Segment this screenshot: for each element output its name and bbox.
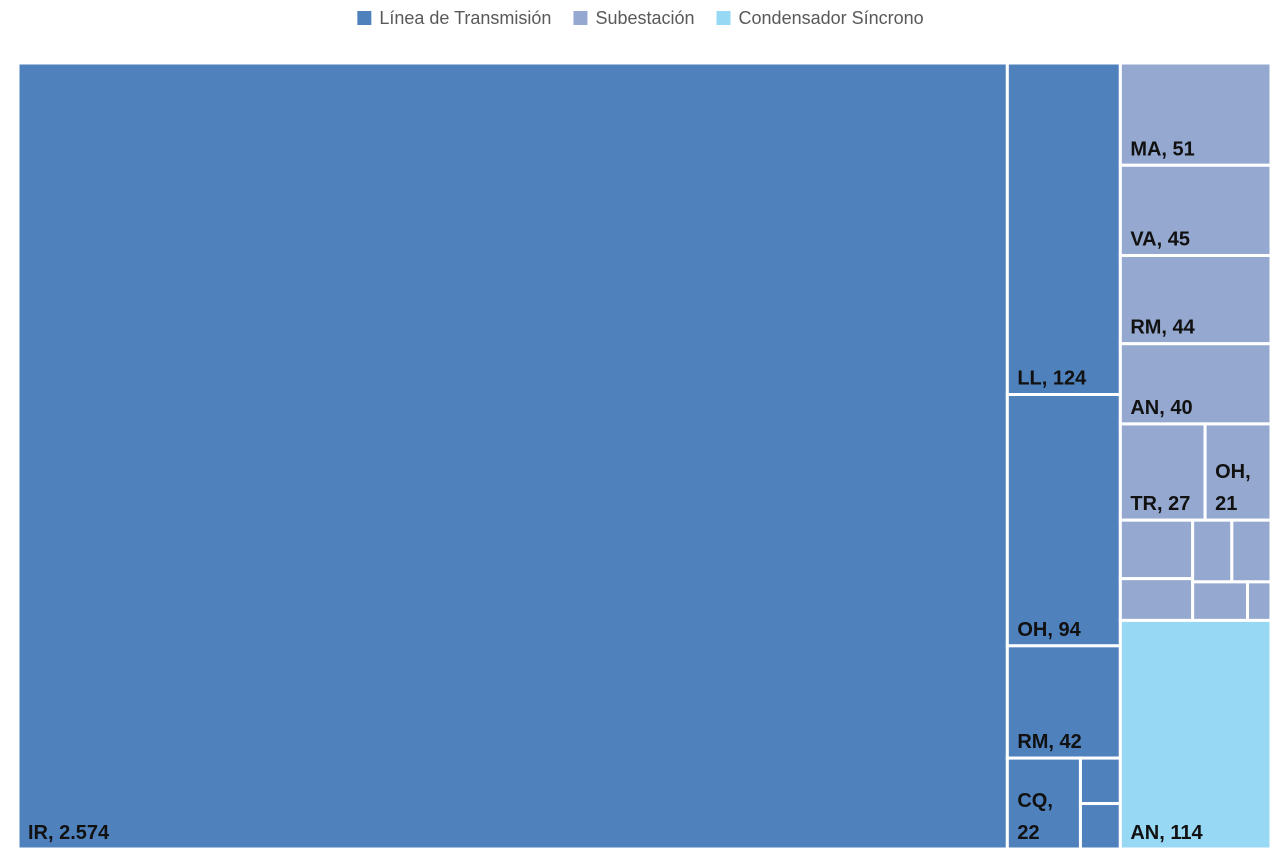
legend-text: Condensador Síncrono: [739, 8, 924, 28]
tile: [1005, 393, 1122, 648]
tile-label: RM, 42: [1017, 731, 1081, 753]
tile-label: TR, 27: [1130, 493, 1190, 515]
tile: [1118, 342, 1273, 426]
tile: [1118, 253, 1273, 346]
tile-label: MA, 51: [1130, 138, 1194, 160]
tile: [1203, 422, 1273, 522]
tile: [1118, 577, 1195, 622]
tile: [1118, 618, 1273, 849]
legend-swatch: [716, 11, 731, 25]
legend: Línea de Transmisión Subestación Condensad…: [357, 8, 924, 28]
tile-label: RM, 44: [1130, 317, 1195, 339]
legend-item: Subestación: [573, 8, 695, 28]
tile: [1005, 756, 1082, 849]
tile-label: AN, 40: [1130, 397, 1192, 419]
legend-text: Línea de Transmisión: [379, 8, 551, 28]
tile-label: IR, 2.574: [28, 822, 110, 844]
tile-label: LL, 124: [1017, 368, 1087, 390]
tile: [16, 61, 1009, 849]
tile: [1191, 580, 1249, 622]
tile-label: AN, 114: [1130, 822, 1203, 844]
tile-label: VA, 45: [1130, 228, 1190, 250]
tile: [1118, 163, 1273, 257]
tile: [1005, 61, 1122, 397]
labels: IR, 2.574 LL, 124 OH, 94 RM, 42 CQ, 22 MA, 51…: [28, 138, 1256, 844]
tile-label: OH, 21: [1215, 461, 1256, 515]
tile: [1191, 518, 1234, 584]
tiles: [16, 61, 1273, 849]
tile: [1005, 644, 1122, 760]
legend-item: Línea de Transmisión: [357, 8, 551, 28]
tile: [1078, 756, 1122, 806]
tile: [1245, 580, 1273, 622]
legend-text: Subestación: [595, 8, 694, 28]
legend-item: Condensador Síncrono: [716, 8, 924, 28]
tile: [1230, 518, 1273, 584]
tile-label: OH, 94: [1017, 619, 1081, 641]
legend-swatch: [573, 11, 588, 25]
tile: [1078, 802, 1122, 849]
tile: [1118, 422, 1207, 522]
legend-swatch: [357, 11, 372, 25]
tile: [1118, 518, 1195, 581]
tile-label: CQ, 22: [1017, 790, 1058, 844]
